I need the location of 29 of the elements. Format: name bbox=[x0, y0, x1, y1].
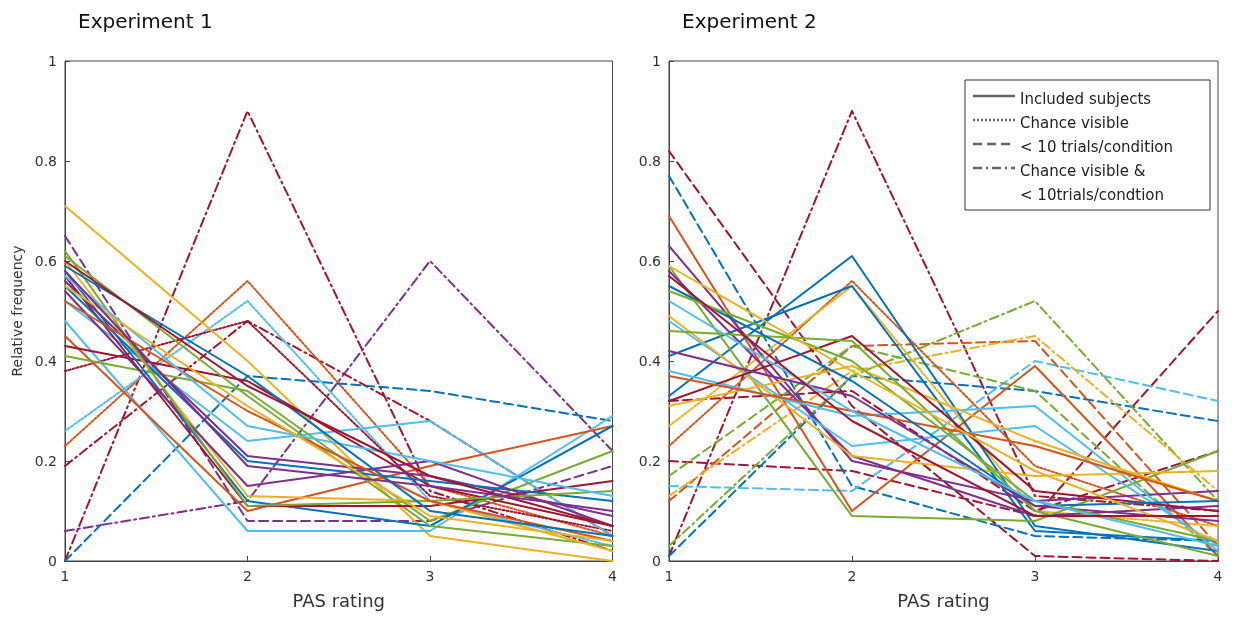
y-tick-label: 0.2 bbox=[638, 453, 661, 469]
x-axis-title: PAS rating bbox=[292, 589, 386, 611]
y-tick-label: 0.4 bbox=[638, 353, 662, 369]
x-tick-label: 2 bbox=[847, 568, 857, 584]
x-tick-label: 2 bbox=[243, 568, 252, 584]
x-tick-label: 1 bbox=[60, 568, 70, 584]
legend-label: Chance visible bbox=[1020, 114, 1129, 132]
x-tick-label: 1 bbox=[664, 568, 674, 584]
y-tick-label: 0.8 bbox=[638, 153, 661, 169]
y-tick-label: 0.4 bbox=[34, 353, 58, 369]
y-tick-label: 1 bbox=[652, 53, 661, 69]
y-tick-label: 1 bbox=[48, 53, 57, 69]
chart-title: Experiment 2 bbox=[682, 9, 817, 33]
y-tick-label: 0.6 bbox=[638, 253, 662, 269]
x-tick-label: 4 bbox=[608, 568, 618, 584]
y-tick-label: 0.6 bbox=[34, 253, 58, 269]
y-tick-label: 0.8 bbox=[34, 153, 57, 169]
x-tick-label: 4 bbox=[1213, 568, 1223, 584]
legend-label: Included subjects bbox=[1020, 90, 1152, 108]
chart-title: Experiment 1 bbox=[78, 9, 213, 33]
y-tick-label: 0 bbox=[652, 553, 661, 569]
y-tick-label: 0.2 bbox=[34, 453, 57, 469]
x-tick-label: 3 bbox=[425, 568, 435, 584]
y-axis-title: Relative frequency bbox=[8, 245, 25, 377]
legend-label: Chance visible & < 10trials/condtion bbox=[1020, 162, 1165, 204]
y-tick-label: 0 bbox=[48, 553, 57, 569]
legend-label: < 10 trials/condition bbox=[1020, 138, 1173, 156]
x-tick-label: 3 bbox=[1030, 568, 1040, 584]
x-axis-title: PAS rating bbox=[897, 589, 990, 611]
